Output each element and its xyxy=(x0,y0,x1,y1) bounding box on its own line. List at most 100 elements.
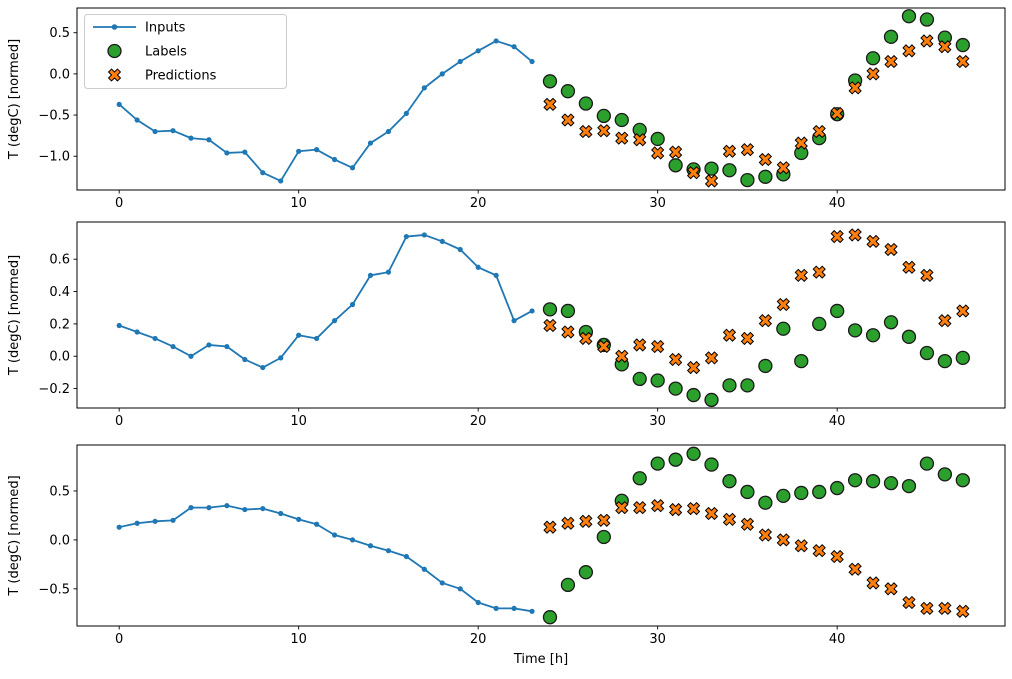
labels-scatter xyxy=(542,302,970,408)
y-axis-label: T (degC) [normed] xyxy=(7,255,22,376)
x-tick-label: 30 xyxy=(649,632,666,647)
x-tick-label: 20 xyxy=(470,414,487,429)
prediction-marker xyxy=(740,517,755,531)
legend-item-inputs: Inputs xyxy=(93,21,186,36)
predictions-scatter xyxy=(543,34,970,188)
inputs-marker xyxy=(529,308,535,314)
legend-inputs-dot-swatch xyxy=(111,24,118,30)
inputs-marker xyxy=(475,48,481,54)
x-tick-label: 0 xyxy=(115,414,123,429)
prediction-marker xyxy=(615,349,629,363)
y-tick-label: 0.0 xyxy=(49,533,70,548)
label-marker xyxy=(596,108,611,124)
y-tick-label: −0.5 xyxy=(38,109,70,124)
prediction-marker xyxy=(651,339,665,354)
inputs-marker xyxy=(242,149,248,155)
inputs-path xyxy=(118,40,533,182)
inputs-marker xyxy=(170,517,176,523)
prediction-marker xyxy=(794,136,808,150)
prediction-marker xyxy=(794,539,808,553)
inputs-marker xyxy=(331,318,338,324)
label-marker xyxy=(614,112,629,128)
predictions-scatter xyxy=(543,499,970,618)
label-marker xyxy=(847,473,863,488)
inputs-marker xyxy=(403,110,409,117)
legend-item-label: Inputs xyxy=(145,21,186,36)
label-marker xyxy=(865,51,881,66)
prediction-marker xyxy=(830,106,844,121)
label-marker xyxy=(883,476,899,491)
inputs-marker xyxy=(367,543,374,549)
label-marker xyxy=(794,353,809,369)
prediction-marker xyxy=(651,499,665,513)
prediction-marker xyxy=(920,34,934,48)
label-marker xyxy=(632,471,647,486)
label-marker xyxy=(578,96,594,111)
inputs-marker xyxy=(260,170,266,176)
prediction-marker xyxy=(633,133,647,147)
inputs-marker xyxy=(188,353,194,359)
prediction-marker xyxy=(866,234,880,249)
label-marker xyxy=(919,12,935,27)
legend: Inputs Labels Predictions xyxy=(84,14,287,89)
label-marker xyxy=(830,303,845,319)
inputs-marker xyxy=(188,135,194,141)
inputs-marker xyxy=(116,101,122,107)
prediction-marker xyxy=(651,146,665,160)
y-tick-label: 0.2 xyxy=(49,317,70,332)
label-marker xyxy=(650,131,665,147)
inputs-marker xyxy=(331,532,338,538)
y-tick-label: 0.0 xyxy=(49,350,70,365)
prediction-marker xyxy=(884,242,898,257)
prediction-marker xyxy=(956,54,970,69)
x-axis-ticks: 0 10 20 30 40 xyxy=(115,408,845,429)
label-marker xyxy=(776,488,791,504)
label-marker xyxy=(668,452,683,467)
prediction-marker xyxy=(561,325,575,339)
label-marker xyxy=(937,353,953,369)
prediction-marker xyxy=(938,314,952,328)
label-marker xyxy=(883,29,899,44)
prediction-marker xyxy=(938,601,952,616)
inputs-marker xyxy=(385,548,392,554)
prediction-marker xyxy=(812,544,826,558)
inputs-line xyxy=(116,503,535,614)
label-marker xyxy=(955,350,970,366)
legend-item-label: Predictions xyxy=(145,69,217,84)
label-marker xyxy=(722,378,737,393)
inputs-marker xyxy=(224,343,230,350)
label-marker xyxy=(758,495,773,510)
legend-box xyxy=(84,14,287,89)
inputs-marker xyxy=(439,71,445,77)
inputs-marker xyxy=(349,537,356,543)
prediction-marker xyxy=(704,174,719,188)
label-marker xyxy=(740,172,755,188)
x-tick-label: 0 xyxy=(115,632,123,647)
inputs-marker xyxy=(242,356,248,363)
inputs-marker xyxy=(529,58,535,65)
inputs-marker xyxy=(331,156,338,163)
inputs-marker xyxy=(134,117,140,123)
prediction-marker xyxy=(615,131,629,145)
prediction-marker xyxy=(902,595,916,610)
prediction-marker xyxy=(848,81,862,95)
inputs-marker xyxy=(349,165,356,171)
inputs-path xyxy=(118,234,533,369)
prediction-marker xyxy=(920,268,934,283)
inputs-marker xyxy=(475,264,481,270)
x-tick-label: 40 xyxy=(829,632,846,647)
prediction-marker xyxy=(543,97,557,111)
inputs-marker xyxy=(296,516,302,522)
legend-item-label: Labels xyxy=(145,45,187,60)
inputs-marker xyxy=(134,520,140,526)
y-tick-label: 0.6 xyxy=(49,253,70,268)
label-marker xyxy=(955,37,970,53)
prediction-marker xyxy=(615,500,629,515)
label-marker xyxy=(542,302,558,317)
inputs-marker xyxy=(278,178,284,184)
y-tick-label: −0.2 xyxy=(38,382,70,397)
inputs-marker xyxy=(367,272,374,278)
label-marker xyxy=(883,315,899,330)
prediction-marker xyxy=(633,500,647,515)
